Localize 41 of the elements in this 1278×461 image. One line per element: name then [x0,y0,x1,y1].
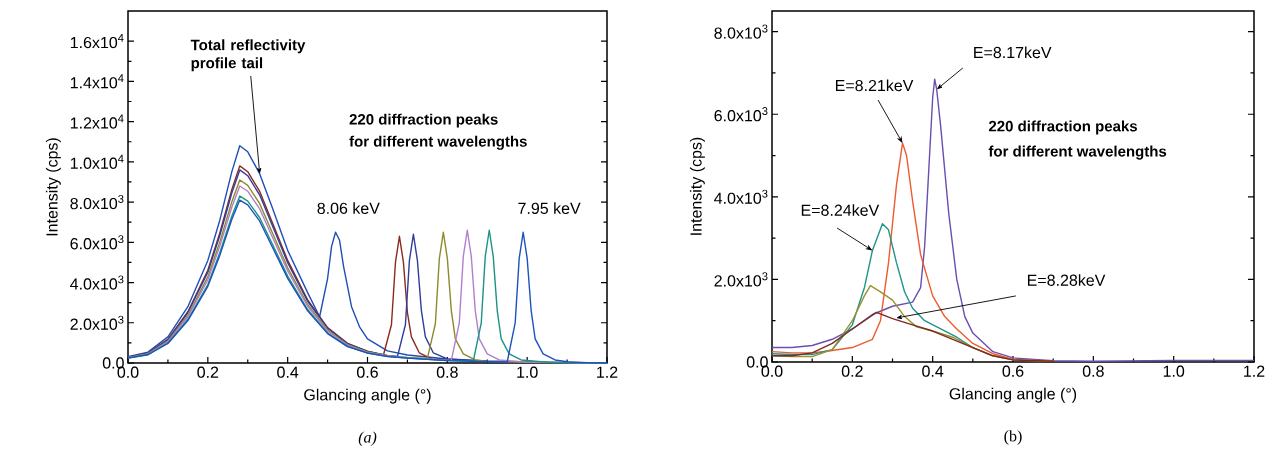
annotation: E=8.24keV [801,204,880,216]
annotation: 220 diffraction peaks [349,113,498,128]
annotation: Total reflectivity profile tail [190,39,306,72]
x-tick-label: 0.4 [277,366,299,378]
annotation: for different wavelengths [349,135,527,150]
x-tick-label: 0.2 [841,365,863,377]
y-tick-label: 6.0x10$^{3}$ [70,235,124,250]
y-tick-label: 8.0x10$^{3}$ [70,194,124,210]
annotation: for different wavelengths [988,145,1167,160]
text: (b) [1004,430,1022,445]
annotation: E=8.17keV [974,46,1052,59]
y-tick-label: 2.0x10$^{3}$ [714,272,768,287]
y-tick-label: 4.0x10$^{3}$ [70,275,124,290]
x-tick-label: 0.6 [357,366,378,378]
y-tick-label: 1.2x10$^{4}$ [70,114,124,129]
x-tick-label: 1.0 [517,366,538,378]
annotation: 7.95 keV [518,202,581,214]
x-axis-title: Glancing angle (°) [949,387,1077,403]
y-tick-label: 6.0x10$^{3}$ [714,107,768,122]
annotation: 220 diffraction peaks [988,120,1137,135]
y-axis-title: Intensity (cps) [45,138,61,236]
x-tick-label: 1.2 [1244,365,1265,377]
x-tick-label: 1.2 [597,366,618,378]
text: (a) [358,431,377,446]
annotation: E=8.21keV [835,79,914,92]
y-axis-title: Intensity (cps) [689,137,705,235]
x-tick-label: 0.6 [1002,365,1024,377]
x-tick-label: 0.4 [922,365,944,377]
y-tick-label: 1.6x10$^{4}$ [70,34,124,49]
annotation: E=8.28keV [1027,274,1106,286]
y-tick-label: 2.0x10$^{3}$ [70,315,124,330]
x-tick-label: 1.0 [1163,365,1185,377]
x-tick-label: 0.8 [1082,365,1104,377]
annotation: 8.06 keV [317,202,380,214]
x-tick-label: 0.8 [436,366,458,378]
y-tick-label: 1.4x10$^{4}$ [70,74,124,89]
y-tick-label: 4.0x10$^{3}$ [714,189,768,204]
y-tick-label: 8.0x10$^{3}$ [714,24,768,39]
y-tick-label: 1.0x10$^{4}$ [70,154,124,169]
x-tick-label: 0.2 [197,366,219,378]
x-axis-title: Glancing angle (°) [304,388,431,404]
